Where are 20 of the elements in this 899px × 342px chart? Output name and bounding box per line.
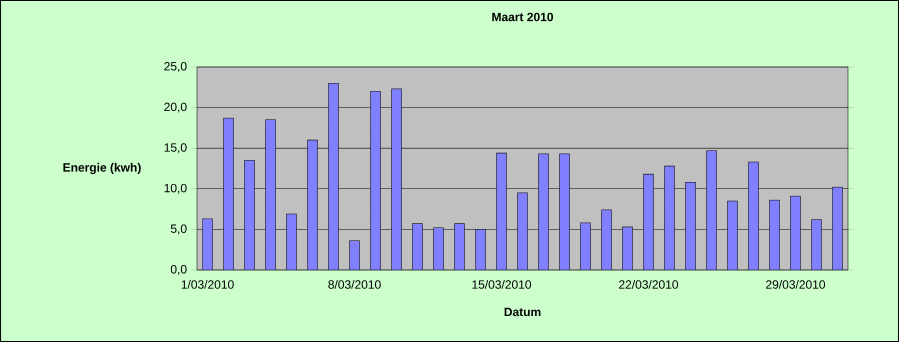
x-tick-label: 8/03/2010 xyxy=(328,280,381,289)
y-tick-label: 20,0 xyxy=(164,102,187,113)
bar xyxy=(328,82,339,270)
y-tick-label: 15,0 xyxy=(164,143,187,154)
bar xyxy=(391,88,402,270)
y-tick-label: 10,0 xyxy=(164,184,187,194)
chart-title: Maart 2010 xyxy=(492,12,554,22)
y-axis-title: Energie (kwh) xyxy=(63,162,141,174)
x-tick-label: 15/03/2010 xyxy=(472,280,532,289)
bar xyxy=(370,91,381,270)
x-tick-label: 29/03/2010 xyxy=(766,280,826,289)
x-axis-title: Datum xyxy=(504,308,540,316)
bar xyxy=(265,120,276,270)
x-tick-label: 1/03/2010 xyxy=(182,280,234,289)
y-tick-label: 0,0 xyxy=(170,265,187,275)
bar xyxy=(538,154,549,270)
bar xyxy=(559,154,570,270)
y-tick-label: 5,0 xyxy=(170,224,187,234)
y-tick-label: 25,0 xyxy=(164,62,187,72)
x-tick-label: 22/03/2010 xyxy=(619,280,678,289)
